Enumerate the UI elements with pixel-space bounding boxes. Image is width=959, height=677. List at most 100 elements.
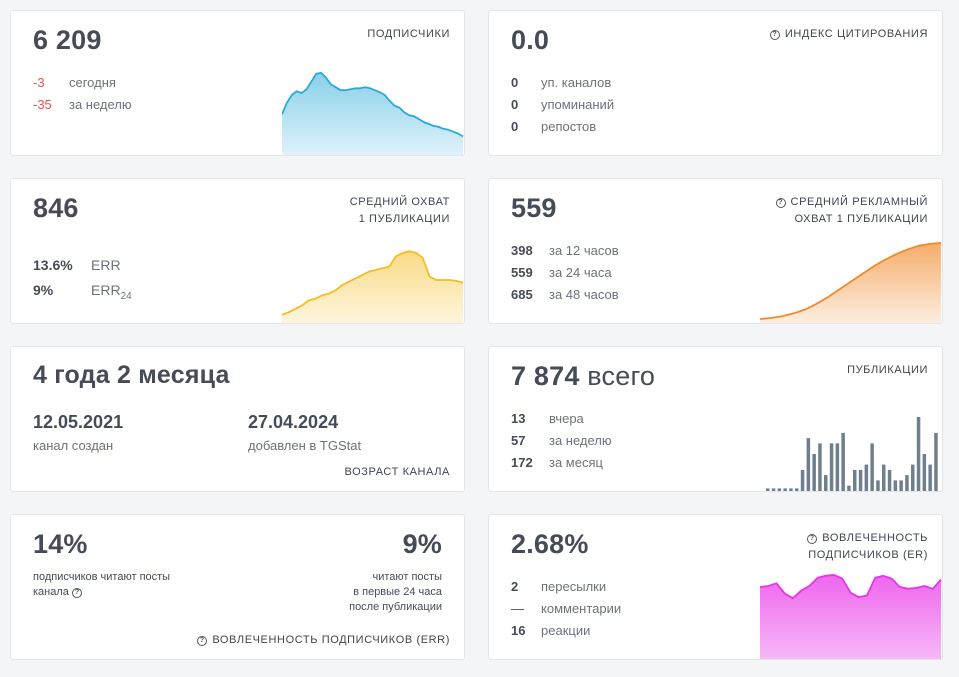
ad-reach-row: 559 за 24 часа [511, 262, 619, 284]
er-row-label: реакции [541, 623, 591, 638]
publications-row: 13 вчера [511, 408, 612, 430]
err-row: 13.6% ERR [33, 253, 132, 278]
bar[interactable] [789, 488, 793, 491]
series-line [282, 72, 464, 138]
ad-reach-sparkline[interactable] [760, 237, 942, 323]
reach-title-line2: 1 ПУБЛИКАЦИИ [358, 213, 450, 225]
question-icon[interactable]: ? [775, 198, 786, 208]
bar[interactable] [847, 485, 851, 491]
bar[interactable] [818, 443, 822, 491]
change-today-label: сегодня [69, 75, 116, 90]
ad-reach-value: 559 [511, 193, 557, 223]
citation-row: 0 упоминаний [511, 94, 614, 116]
citation-row: 0 уп. каналов [511, 72, 614, 94]
subscribers-changes: -3 сегодня -35 за неделю [33, 72, 132, 116]
subscribers-card[interactable]: 6 209 ПОДПИСЧИКИ -3 сегодня -35 за неделю [10, 10, 465, 156]
publications-title[interactable]: ПУБЛИКАЦИИ [847, 364, 928, 376]
bar[interactable] [899, 480, 903, 491]
err-engagement-title[interactable]: ? ВОВЛЕЧЕННОСТЬ ПОДПИСЧИКОВ (ERR) [197, 632, 450, 649]
publications-row-value: 172 [511, 455, 533, 470]
er-sparkline[interactable] [760, 569, 942, 659]
publications-card[interactable]: 7 874 всего ПУБЛИКАЦИИ 13 вчера 57 за неде… [488, 346, 943, 492]
er-title-line2: ПОДПИСЧИКОВ (ER) [808, 549, 928, 561]
bar[interactable] [882, 464, 886, 491]
publications-bar-chart[interactable] [766, 413, 940, 491]
bar[interactable] [864, 464, 869, 491]
question-icon[interactable]: ? [197, 636, 208, 646]
bar[interactable] [870, 443, 874, 491]
bar[interactable] [922, 454, 927, 491]
reach-title[interactable]: СРЕДНИЙ ОХВАТ 1 ПУБЛИКАЦИИ [350, 194, 450, 228]
area-fill [282, 72, 463, 155]
err-right-line3: после публикации [349, 601, 442, 613]
bar[interactable] [771, 488, 776, 491]
bar[interactable] [783, 488, 787, 491]
er-title[interactable]: ? ВОВЛЕЧЕННОСТЬ ПОДПИСЧИКОВ (ER) [807, 530, 928, 564]
bar[interactable] [934, 432, 938, 491]
er-row-value: 2 [511, 579, 519, 594]
channel-age-title[interactable]: ВОЗРАСТ КАНАЛА [344, 466, 450, 478]
bar[interactable] [905, 475, 909, 491]
bar[interactable] [893, 480, 898, 491]
reach-card[interactable]: 846 СРЕДНИЙ ОХВАТ 1 ПУБЛИКАЦИИ 13.6% ERR 9… [10, 178, 465, 324]
channel-age-card[interactable]: 4 года 2 месяца 12.05.2021 канал создан … [10, 346, 465, 492]
question-icon[interactable]: ? [769, 30, 780, 40]
bar[interactable] [829, 443, 834, 491]
ad-reach-row: 685 за 48 часов [511, 284, 619, 306]
publications-row-label: за месяц [549, 455, 603, 470]
publications-row-value: 57 [511, 433, 526, 448]
created-label: канал создан [33, 438, 114, 453]
bar[interactable] [858, 469, 863, 491]
ad-reach-title[interactable]: ? СРЕДНИЙ РЕКЛАМНЫЙ ОХВАТ 1 ПУБЛИКАЦИИ [775, 194, 928, 228]
er-row: — комментарии [511, 598, 621, 620]
citation-row-value: 0 [511, 75, 519, 90]
citation-row-label: репостов [541, 119, 597, 134]
err-right-line2: в первые 24 часа [353, 586, 442, 598]
reach-sparkline[interactable] [282, 243, 464, 323]
citation-row-value: 0 [511, 119, 519, 134]
er-engagement-card[interactable]: 2.68% ? ВОВЛЕЧЕННОСТЬ ПОДПИСЧИКОВ (ER) 2 пе… [488, 514, 943, 660]
er-row: 2 пересылки [511, 576, 621, 598]
er-stats: 2 пересылки — комментарии 16 реакции [511, 576, 621, 642]
err-left-line2: канала [33, 586, 69, 598]
bar[interactable] [887, 469, 892, 491]
bar[interactable] [928, 464, 932, 491]
err-engagement-card[interactable]: 14% подписчиков читают посты канала ? 9%… [10, 514, 465, 660]
subscribers-sparkline[interactable] [282, 65, 464, 155]
subscribers-count: 6 209 [33, 25, 102, 55]
err-left-line1: подписчиков читают посты [33, 571, 171, 583]
subscribers-title[interactable]: ПОДПИСЧИКИ [367, 28, 450, 40]
question-icon[interactable]: ? [71, 588, 82, 598]
bar[interactable] [876, 480, 880, 491]
publications-row: 57 за неделю [511, 430, 612, 452]
question-icon[interactable]: ? [807, 534, 818, 544]
ad-reach-title-line2: ОХВАТ 1 ПУБЛИКАЦИИ [794, 213, 928, 225]
bar[interactable] [841, 432, 845, 491]
bar[interactable] [824, 475, 828, 491]
bar[interactable] [853, 469, 857, 491]
bar[interactable] [795, 488, 799, 491]
bar[interactable] [835, 443, 840, 491]
publications-row-label: за неделю [549, 433, 612, 448]
publications-stats: 13 вчера 57 за неделю 172 за месяц [511, 408, 612, 474]
bar[interactable] [806, 438, 811, 491]
bar[interactable] [800, 469, 805, 491]
er-value: 2.68% [511, 529, 589, 559]
area-fill [760, 574, 941, 659]
bar[interactable] [812, 454, 816, 491]
er-title-line1: ВОВЛЕЧЕННОСТЬ [822, 532, 928, 544]
citation-card[interactable]: 0.0 ? ИНДЕКС ЦИТИРОВАНИЯ 0 уп. каналов 0 уп… [488, 10, 943, 156]
ad-reach-card[interactable]: 559 ? СРЕДНИЙ РЕКЛАМНЫЙ ОХВАТ 1 ПУБЛИКАЦИИ… [488, 178, 943, 324]
er-row-value: 16 [511, 623, 526, 638]
bar[interactable] [777, 488, 782, 491]
bar[interactable] [766, 488, 770, 491]
bar[interactable] [911, 464, 915, 491]
er-row: 16 реакции [511, 620, 621, 642]
bar[interactable] [916, 417, 921, 491]
change-today-value: -3 [33, 75, 45, 90]
err-right-line1: читают посты [372, 571, 442, 583]
change-week: -35 за неделю [33, 94, 132, 116]
citation-title[interactable]: ? ИНДЕКС ЦИТИРОВАНИЯ [769, 26, 928, 43]
err24-label: ERR [91, 282, 121, 298]
err-engagement-title-text: ВОВЛЕЧЕННОСТЬ ПОДПИСЧИКОВ (ERR) [212, 634, 450, 646]
